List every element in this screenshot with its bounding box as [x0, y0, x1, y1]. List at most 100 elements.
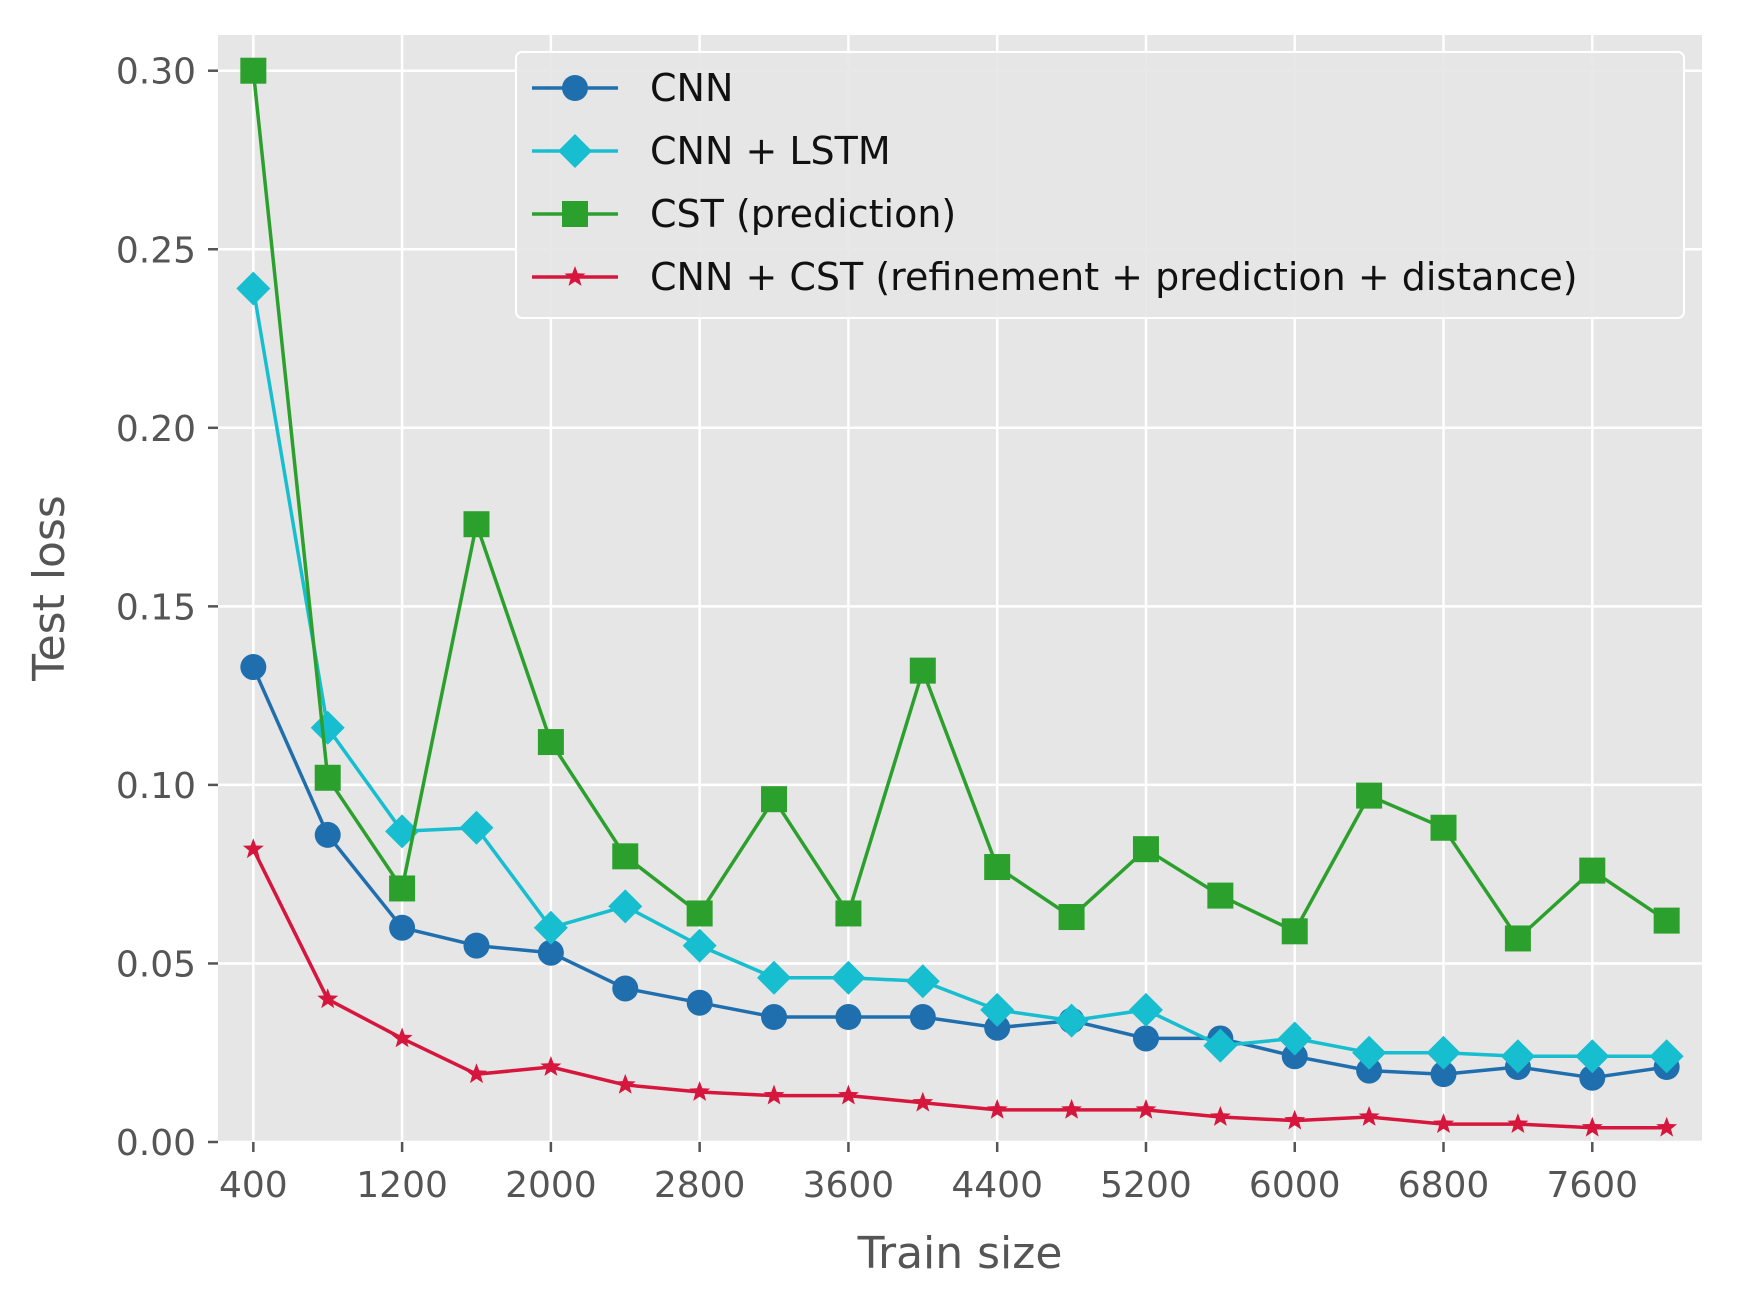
data-point — [689, 1081, 711, 1101]
data-point — [1507, 1113, 1529, 1133]
data-point — [835, 900, 862, 927]
data-point — [763, 1084, 785, 1105]
data-point — [540, 1056, 562, 1076]
data-point — [1430, 1061, 1457, 1088]
data-point — [1054, 1003, 1089, 1038]
data-point — [1426, 1035, 1461, 1070]
x-tick-label: 7600 — [1546, 1165, 1638, 1206]
legend-item: CNN — [532, 66, 733, 110]
data-point — [905, 964, 940, 999]
data-point — [1500, 1039, 1535, 1074]
data-point — [912, 1091, 934, 1112]
data-point — [1433, 1113, 1454, 1133]
data-point — [1358, 1106, 1380, 1126]
data-point — [1430, 814, 1457, 841]
data-point — [761, 1004, 788, 1031]
x-tick-label: 6000 — [1249, 1165, 1341, 1206]
data-point — [1581, 1116, 1603, 1137]
data-point — [835, 1004, 862, 1031]
legend-item: CST (prediction) — [532, 192, 956, 236]
data-point — [984, 854, 1011, 881]
data-point — [1132, 836, 1159, 863]
x-tick-label: 2800 — [654, 1165, 746, 1206]
data-point — [537, 939, 564, 966]
data-point — [1061, 1098, 1082, 1119]
data-point — [838, 1084, 859, 1105]
data-point — [1281, 918, 1308, 945]
x-tick-label: 5200 — [1100, 1165, 1192, 1206]
data-point — [463, 932, 490, 959]
data-point — [1352, 1035, 1387, 1070]
legend-label: CNN — [650, 66, 733, 110]
data-point — [757, 960, 792, 995]
data-point — [1656, 1116, 1678, 1137]
data-point — [1504, 925, 1531, 952]
data-point — [1649, 1039, 1684, 1074]
data-point — [1203, 1028, 1238, 1063]
data-point — [389, 914, 416, 941]
data-point — [984, 1014, 1011, 1041]
data-point — [1356, 1057, 1383, 1084]
data-point — [682, 928, 717, 963]
x-tick-label: 3600 — [803, 1165, 895, 1206]
data-point — [310, 710, 345, 745]
data-point — [1277, 1021, 1312, 1056]
y-tick-label: 0.00 — [116, 1123, 196, 1164]
y-tick-label: 0.30 — [116, 52, 196, 93]
data-point — [236, 271, 271, 306]
data-point — [463, 511, 490, 538]
legend-label: CST (prediction) — [650, 192, 956, 236]
data-point — [986, 1098, 1008, 1119]
data-point — [686, 900, 713, 927]
x-tick-label: 1200 — [356, 1165, 448, 1206]
legend-item: CNN + CST (refinement + prediction + dis… — [532, 255, 1578, 299]
data-point — [466, 1063, 487, 1084]
legend-box — [515, 51, 1685, 319]
y-tick-label: 0.05 — [116, 944, 196, 985]
legend-swatch-marker — [562, 75, 588, 101]
data-point — [831, 960, 866, 995]
data-point — [1575, 1039, 1610, 1074]
series-3 — [242, 838, 1678, 1137]
data-point — [533, 910, 568, 945]
data-point — [1135, 1098, 1157, 1119]
data-point — [1579, 1064, 1606, 1091]
series-1 — [236, 271, 1684, 1074]
data-point — [240, 654, 267, 681]
axes: 400 1200 2000 2800 3600 4400 5200 6000 6800 7600 0… — [116, 52, 1638, 1206]
data-point — [909, 657, 936, 684]
series-2 — [240, 57, 1680, 952]
x-tick-label: 4400 — [951, 1165, 1043, 1206]
data-point — [314, 764, 341, 791]
legend-label: CNN + LSTM — [650, 129, 891, 173]
y-tick-label: 0.25 — [116, 230, 196, 271]
legend: CNN CNN + LSTM CST (prediction) CNN + CST (… — [515, 51, 1685, 319]
data-point — [242, 838, 264, 859]
data-point — [459, 810, 494, 845]
data-point — [1281, 1043, 1308, 1070]
data-point — [240, 57, 267, 84]
data-point — [980, 992, 1015, 1027]
legend-swatch-marker — [558, 134, 592, 168]
y-axis-title: Test loss — [24, 495, 75, 682]
data-point — [1356, 782, 1383, 809]
legend-swatch-marker — [562, 201, 588, 227]
data-point — [612, 843, 639, 870]
legend-item: CNN + LSTM — [532, 129, 891, 173]
data-point — [909, 1004, 936, 1031]
x-tick-label: 6800 — [1398, 1165, 1490, 1206]
data-point — [612, 975, 639, 1002]
data-point — [1058, 904, 1085, 931]
x-axis-title: Train size — [857, 1228, 1063, 1279]
data-point — [1653, 907, 1680, 934]
data-point — [614, 1073, 636, 1094]
series-layer — [236, 57, 1684, 1137]
data-point — [686, 989, 713, 1016]
data-point — [1209, 1106, 1231, 1126]
data-point — [1284, 1109, 1306, 1130]
data-point — [314, 821, 341, 848]
x-tick-label: 400 — [219, 1165, 288, 1206]
data-point — [391, 1027, 413, 1048]
data-point — [537, 729, 564, 756]
